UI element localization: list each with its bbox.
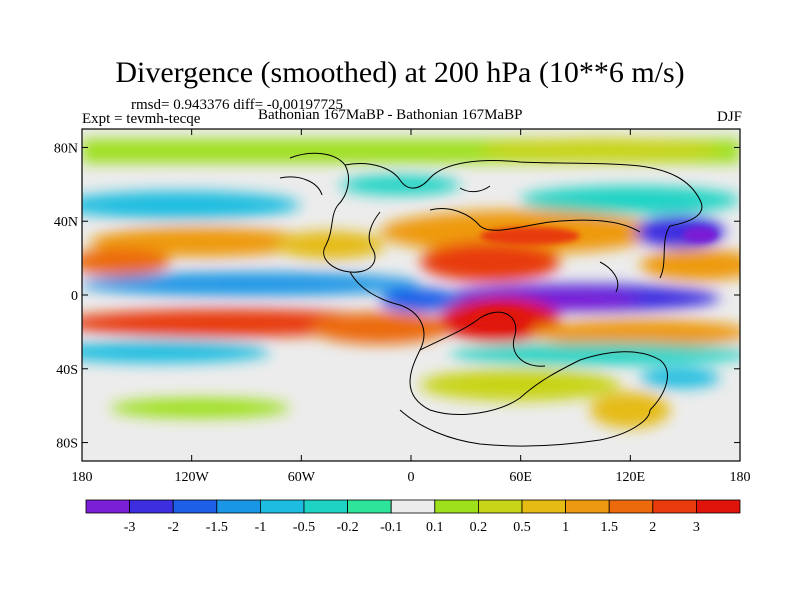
colorbar-label-1: -2 (167, 520, 179, 535)
lon-label-5: 120E (616, 470, 646, 485)
stats-text: rmsd= 0.943376 diff= -0.00197725 (131, 97, 344, 113)
lat-label-0: 80N (54, 141, 78, 156)
colorbar-swatch-6 (347, 499, 392, 514)
axis-labels: 80N 40N 0 40S 80S 180 120W 60W 0 60E 120E 180 (54, 141, 751, 485)
colorbar-label-13: 3 (693, 520, 700, 535)
colorbar-label-11: 1.5 (600, 520, 618, 535)
colorbar-swatch-12 (608, 499, 654, 514)
colorbar-swatch-2 (172, 499, 218, 514)
colorbar-label-5: -0.2 (337, 520, 359, 535)
colorbar-label-3: -1 (255, 520, 267, 535)
lat-label-4: 80S (56, 437, 78, 452)
colorbar-swatch-13 (652, 499, 697, 514)
lon-label-0: 180 (72, 470, 93, 485)
colorbar-swatch-3 (216, 499, 261, 514)
lon-label-4: 60E (509, 470, 532, 485)
chart-title: Divergence (smoothed) at 200 hPa (10**6 … (115, 56, 685, 89)
period-label: Bathonian 167MaBP - Bathonian 167MaBP (258, 107, 523, 123)
experiment-label: Expt = tevmh-tecqe (82, 111, 201, 127)
colorbar-swatch-5 (303, 499, 348, 514)
lon-label-2: 60W (288, 470, 316, 485)
colorbar-label-8: 0.2 (470, 520, 488, 535)
coastlines (279, 152, 703, 447)
lon-label-1: 120W (175, 470, 210, 485)
lon-label-6: 180 (730, 470, 751, 485)
colorbar-label-12: 2 (649, 520, 656, 535)
colorbar-swatch-9 (477, 499, 523, 514)
axis-ticks (81, 129, 741, 461)
season-label: DJF (716, 109, 742, 125)
colorbar-swatch-8 (434, 499, 479, 514)
lat-label-3: 40S (56, 363, 78, 378)
colorbar-label-2: -1.5 (206, 520, 228, 535)
colorbar-label-7: 0.1 (426, 520, 444, 535)
colorbar-swatch-11 (565, 499, 610, 514)
colorbar-swatch-7 (390, 499, 436, 514)
colorbar-swatch-1 (129, 499, 174, 514)
lon-label-3: 0 (408, 470, 415, 485)
colorbar-label-4: -0.5 (293, 520, 315, 535)
colorbar: -3 -2 -1.5 -1 -0.5 -0.2 -0.1 0.1 0.2 0.5 1 1.5 2 3 (85, 499, 741, 535)
colorbar-swatch-14 (696, 499, 741, 514)
lat-label-1: 40N (54, 215, 78, 230)
colorbar-label-0: -3 (124, 520, 136, 535)
colorbar-swatch-0 (85, 499, 130, 514)
colorbar-label-10: 1 (562, 520, 569, 535)
colorbar-swatch-10 (521, 499, 566, 514)
colorbar-swatch-4 (259, 499, 305, 514)
colorbar-label-6: -0.1 (380, 520, 402, 535)
contour-field (82, 129, 740, 461)
colorbar-label-9: 0.5 (513, 520, 531, 535)
lat-label-2: 0 (71, 289, 78, 304)
